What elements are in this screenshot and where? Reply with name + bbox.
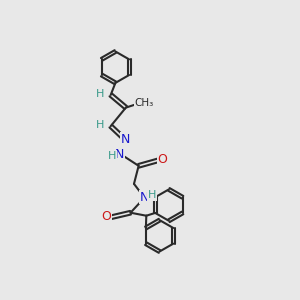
Text: N: N [121, 133, 130, 146]
Text: O: O [102, 210, 112, 224]
Text: N: N [140, 191, 150, 204]
Text: CH₃: CH₃ [135, 98, 154, 109]
Text: H: H [148, 190, 156, 200]
Text: N: N [115, 148, 124, 160]
Text: H: H [95, 89, 104, 99]
Text: H: H [108, 151, 117, 161]
Text: H: H [95, 120, 104, 130]
Text: O: O [158, 153, 167, 166]
